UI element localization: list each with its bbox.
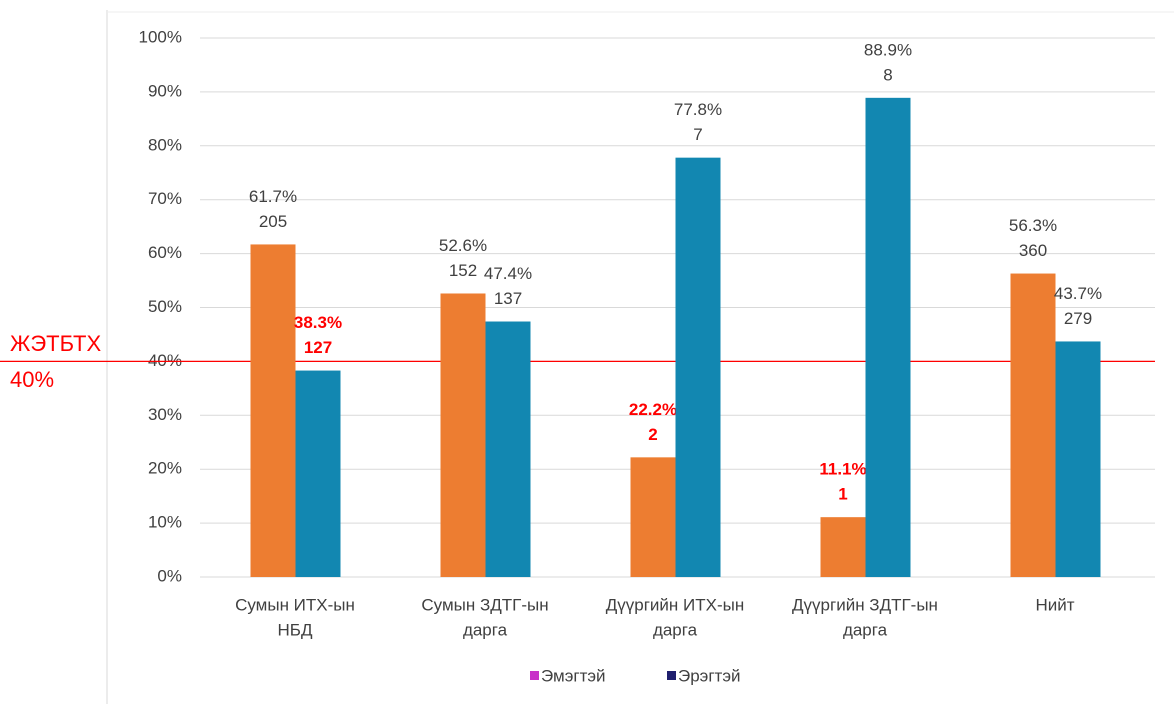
data-label-count: 7 <box>693 125 702 144</box>
y-tick-label: 50% <box>148 297 182 316</box>
y-tick-label: 70% <box>148 189 182 208</box>
legend-marker <box>667 671 676 680</box>
y-tick-label: 30% <box>148 405 182 424</box>
y-tick-label: 0% <box>157 566 182 585</box>
data-label-count: 127 <box>304 338 332 357</box>
x-tick-label: Дүүргийн ИТХ-ын <box>606 595 744 614</box>
legend-marker <box>530 671 539 680</box>
bar <box>1010 273 1056 577</box>
y-tick-label: 100% <box>139 27 182 46</box>
y-tick-label: 80% <box>148 135 182 154</box>
bar <box>295 370 341 577</box>
legend-label: Эрэгтэй <box>678 666 741 685</box>
data-label: 43.7% <box>1054 284 1102 303</box>
x-tick-label: Сумын ЗДТГ-ын <box>421 595 548 614</box>
data-label: 38.3% <box>294 313 342 332</box>
bar <box>675 157 721 577</box>
y-tick-label: 20% <box>148 459 182 478</box>
bar <box>1055 341 1101 577</box>
data-label: 77.8% <box>674 100 722 119</box>
x-tick-label: дарга <box>463 620 508 639</box>
x-tick-label: дарга <box>843 620 888 639</box>
data-label: 88.9% <box>864 40 912 59</box>
x-tick-label: Нийт <box>1035 595 1074 614</box>
data-label: 56.3% <box>1009 216 1057 235</box>
y-tick-label: 90% <box>148 81 182 100</box>
bar <box>250 244 296 577</box>
reference-label: ЖЭТБТХ <box>10 331 101 356</box>
x-tick-label: Сумын ИТХ-ын <box>235 595 355 614</box>
bar <box>630 457 676 577</box>
bar <box>820 517 866 577</box>
data-label: 47.4% <box>484 264 532 283</box>
data-label-count: 152 <box>449 261 477 280</box>
y-tick-label: 10% <box>148 513 182 532</box>
bar <box>865 97 911 577</box>
y-tick-label: 40% <box>148 351 182 370</box>
x-tick-label: дарга <box>653 620 698 639</box>
data-label-count: 137 <box>494 289 522 308</box>
data-label-count: 279 <box>1064 309 1092 328</box>
x-tick-label: НБД <box>278 620 313 639</box>
data-label-count: 1 <box>838 485 847 504</box>
reference-label: 40% <box>10 367 54 392</box>
data-label: 22.2% <box>629 400 677 419</box>
data-label-count: 205 <box>259 212 287 231</box>
y-tick-label: 60% <box>148 243 182 262</box>
x-tick-label: Дүүргийн ЗДТГ-ын <box>792 595 938 614</box>
bar <box>440 293 486 577</box>
data-label: 52.6% <box>439 236 487 255</box>
data-label: 61.7% <box>249 187 297 206</box>
bar <box>485 321 531 577</box>
legend-label: Эмэгтэй <box>541 666 606 685</box>
data-label: 11.1% <box>819 460 866 479</box>
data-label-count: 2 <box>648 425 657 444</box>
data-label-count: 360 <box>1019 241 1047 260</box>
data-label-count: 8 <box>883 65 892 84</box>
